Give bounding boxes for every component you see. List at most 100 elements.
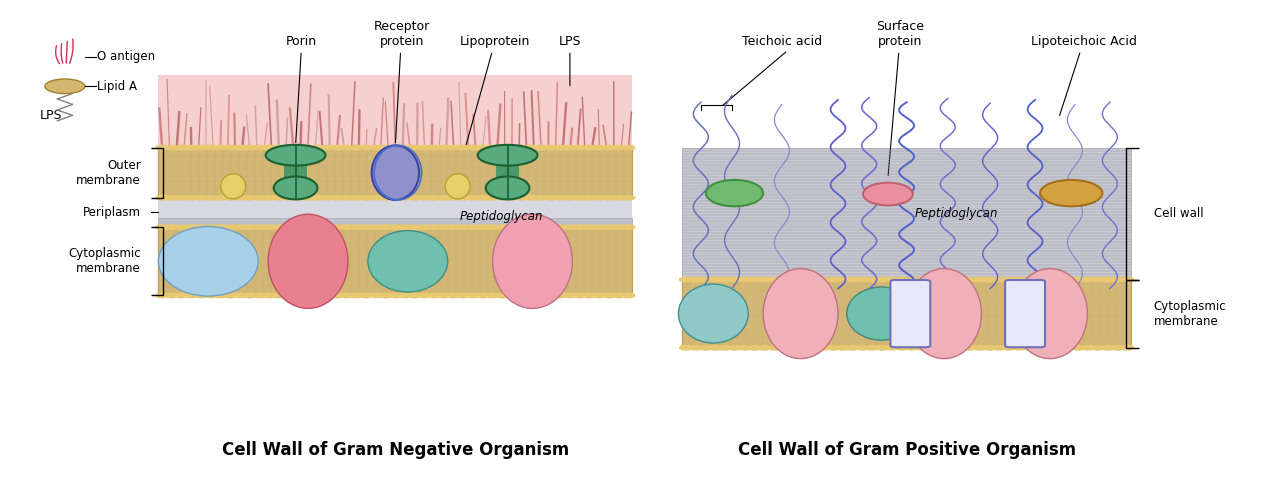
Circle shape: [467, 293, 479, 298]
Circle shape: [593, 196, 605, 200]
Circle shape: [487, 146, 499, 150]
Circle shape: [603, 146, 616, 150]
Circle shape: [263, 225, 276, 229]
Text: LPS: LPS: [40, 109, 63, 122]
Circle shape: [409, 196, 421, 200]
Circle shape: [428, 196, 441, 200]
Circle shape: [856, 345, 868, 350]
Circle shape: [719, 277, 732, 282]
Circle shape: [379, 293, 392, 298]
Circle shape: [866, 345, 879, 350]
Circle shape: [476, 225, 489, 229]
Circle shape: [272, 146, 285, 150]
Circle shape: [778, 345, 790, 350]
Circle shape: [544, 196, 557, 200]
Circle shape: [487, 225, 499, 229]
Circle shape: [759, 277, 770, 282]
Circle shape: [564, 196, 576, 200]
Circle shape: [419, 146, 430, 150]
Circle shape: [1092, 345, 1105, 350]
Circle shape: [253, 225, 266, 229]
Circle shape: [223, 196, 236, 200]
Circle shape: [994, 345, 1006, 350]
Ellipse shape: [706, 180, 764, 206]
Circle shape: [312, 146, 324, 150]
Ellipse shape: [478, 145, 538, 166]
Circle shape: [438, 225, 451, 229]
Circle shape: [1023, 277, 1036, 282]
FancyBboxPatch shape: [682, 279, 1131, 348]
Circle shape: [389, 293, 401, 298]
Circle shape: [360, 196, 373, 200]
Circle shape: [593, 225, 605, 229]
Circle shape: [244, 196, 255, 200]
Circle shape: [292, 196, 304, 200]
Text: Porin: Porin: [286, 35, 318, 143]
Circle shape: [263, 196, 276, 200]
Circle shape: [1033, 277, 1046, 282]
Circle shape: [457, 196, 470, 200]
Ellipse shape: [158, 226, 258, 296]
Circle shape: [156, 196, 169, 200]
Circle shape: [622, 293, 635, 298]
Circle shape: [369, 146, 382, 150]
Circle shape: [593, 146, 605, 150]
Circle shape: [954, 277, 967, 282]
Circle shape: [1092, 277, 1105, 282]
Text: Cell wall: Cell wall: [1153, 207, 1203, 220]
Circle shape: [215, 196, 227, 200]
Circle shape: [166, 225, 178, 229]
Circle shape: [321, 196, 333, 200]
Circle shape: [495, 293, 508, 298]
Circle shape: [457, 225, 470, 229]
FancyBboxPatch shape: [1005, 280, 1045, 347]
Circle shape: [535, 196, 548, 200]
Circle shape: [613, 225, 624, 229]
Circle shape: [1004, 277, 1015, 282]
Ellipse shape: [847, 287, 917, 340]
Circle shape: [925, 277, 937, 282]
Circle shape: [204, 146, 217, 150]
Circle shape: [778, 277, 790, 282]
Circle shape: [495, 196, 508, 200]
Circle shape: [807, 277, 820, 282]
Circle shape: [301, 293, 314, 298]
Circle shape: [175, 196, 188, 200]
Circle shape: [369, 196, 382, 200]
Circle shape: [506, 225, 518, 229]
Circle shape: [369, 293, 382, 298]
Text: Receptor
protein: Receptor protein: [373, 20, 429, 143]
Ellipse shape: [493, 214, 572, 308]
Text: Lipid A: Lipid A: [97, 80, 138, 93]
Circle shape: [866, 277, 879, 282]
Circle shape: [729, 277, 741, 282]
Circle shape: [282, 196, 295, 200]
Circle shape: [282, 146, 295, 150]
Circle shape: [341, 146, 352, 150]
Circle shape: [272, 196, 285, 200]
Circle shape: [516, 146, 527, 150]
Circle shape: [836, 277, 849, 282]
Circle shape: [603, 293, 616, 298]
Circle shape: [185, 225, 198, 229]
Text: Peptidoglycan: Peptidoglycan: [460, 210, 543, 222]
Circle shape: [983, 277, 996, 282]
Text: Peptidoglycan: Peptidoglycan: [914, 207, 999, 220]
Circle shape: [360, 293, 373, 298]
Circle shape: [282, 225, 295, 229]
Circle shape: [419, 196, 430, 200]
Circle shape: [350, 196, 363, 200]
Circle shape: [945, 277, 956, 282]
Circle shape: [234, 293, 246, 298]
Circle shape: [409, 225, 421, 229]
Text: Teichoic acid: Teichoic acid: [742, 35, 822, 48]
Circle shape: [1042, 277, 1055, 282]
Ellipse shape: [368, 231, 448, 292]
Circle shape: [331, 146, 344, 150]
FancyBboxPatch shape: [890, 280, 931, 347]
Circle shape: [166, 196, 178, 200]
Circle shape: [419, 225, 430, 229]
Circle shape: [223, 225, 236, 229]
Circle shape: [215, 146, 227, 150]
Circle shape: [516, 225, 527, 229]
